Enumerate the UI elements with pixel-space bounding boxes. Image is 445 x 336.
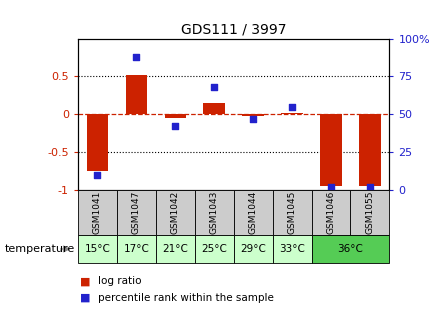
Point xyxy=(94,172,101,177)
Bar xyxy=(281,113,303,114)
Text: 17°C: 17°C xyxy=(123,244,149,254)
Bar xyxy=(156,235,195,263)
Bar xyxy=(234,235,272,263)
Bar xyxy=(195,190,234,235)
Text: 25°C: 25°C xyxy=(201,244,227,254)
Point xyxy=(366,184,373,190)
Text: 29°C: 29°C xyxy=(240,244,266,254)
Text: temperature: temperature xyxy=(4,244,75,254)
Bar xyxy=(125,75,147,114)
Point xyxy=(328,184,335,190)
Bar xyxy=(320,114,342,186)
Point xyxy=(172,124,179,129)
Text: 21°C: 21°C xyxy=(162,244,188,254)
Point xyxy=(210,84,218,90)
Point xyxy=(288,104,295,110)
Title: GDS111 / 3997: GDS111 / 3997 xyxy=(181,22,287,36)
Bar xyxy=(359,114,380,186)
Bar xyxy=(195,235,234,263)
Bar xyxy=(312,235,389,263)
Text: 15°C: 15°C xyxy=(85,244,110,254)
Point xyxy=(133,54,140,59)
Text: log ratio: log ratio xyxy=(98,276,142,286)
Bar xyxy=(78,190,117,235)
Text: GSM1041: GSM1041 xyxy=(93,191,102,234)
Text: GSM1042: GSM1042 xyxy=(171,191,180,234)
Bar xyxy=(203,103,225,114)
Bar xyxy=(78,235,117,263)
Bar xyxy=(156,190,195,235)
Bar xyxy=(351,190,389,235)
Bar xyxy=(165,114,186,118)
Text: GSM1045: GSM1045 xyxy=(287,191,296,234)
Bar xyxy=(87,114,108,171)
Text: 36°C: 36°C xyxy=(337,244,364,254)
Text: ■: ■ xyxy=(80,293,91,303)
Bar xyxy=(117,235,156,263)
Point xyxy=(250,116,257,122)
Text: GSM1043: GSM1043 xyxy=(210,191,218,234)
Text: percentile rank within the sample: percentile rank within the sample xyxy=(98,293,274,303)
Text: GSM1044: GSM1044 xyxy=(249,191,258,234)
Text: ■: ■ xyxy=(80,276,91,286)
Bar xyxy=(272,235,311,263)
Bar xyxy=(312,190,351,235)
Text: 33°C: 33°C xyxy=(279,244,305,254)
Bar xyxy=(243,114,264,116)
Bar xyxy=(272,190,311,235)
Bar xyxy=(234,190,272,235)
Bar xyxy=(117,190,156,235)
Text: GSM1055: GSM1055 xyxy=(365,191,374,234)
Text: GSM1047: GSM1047 xyxy=(132,191,141,234)
Text: GSM1046: GSM1046 xyxy=(327,191,336,234)
